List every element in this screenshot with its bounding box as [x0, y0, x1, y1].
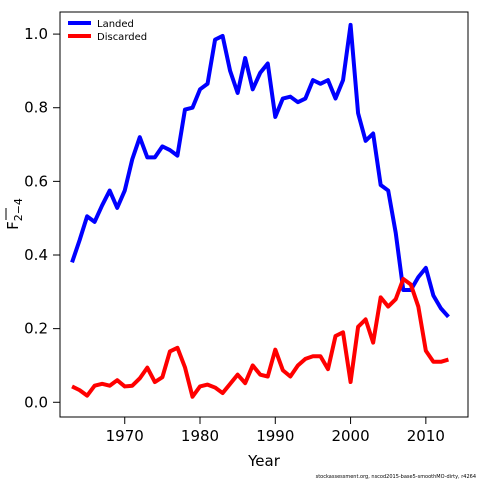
series-layer [70, 22, 450, 399]
y-tick-label: 0.6 [24, 172, 48, 190]
x-tick-label: 2010 [407, 427, 445, 445]
y-tick-label: 0.2 [24, 320, 48, 338]
legend-label-landed: Landed [97, 19, 134, 30]
x-tick-label: 1980 [181, 427, 219, 445]
y-axis-title: F2−4 [4, 198, 25, 230]
legend-label-discarded: Discarded [97, 32, 147, 43]
y-tick-label: 0.0 [24, 393, 48, 411]
x-tick-label: 1990 [256, 427, 294, 445]
y-tick-label: 0.8 [24, 99, 48, 117]
legend: Landed Discarded [68, 19, 147, 43]
plot-frame [59, 11, 469, 418]
y-axis-title-subscript: 2−4 [12, 198, 25, 221]
y-axis-title-main: F [4, 221, 22, 230]
x-axis-title: Year [247, 452, 281, 470]
x-tick-label: 2000 [331, 427, 369, 445]
footer-credit: stockassessment.org, nscod2015-base5-smo… [316, 474, 476, 480]
y-tick-label: 0.4 [24, 246, 48, 264]
x-tick-label: 1970 [106, 427, 144, 445]
y-tick-label: 1.0 [24, 25, 48, 43]
svg-text:F2−4: F2−4 [4, 198, 25, 230]
axis-layer: 1970 1980 1990 2000 2010 0.0 0.2 0.4 0.6 0.8 1.0 [24, 25, 445, 445]
